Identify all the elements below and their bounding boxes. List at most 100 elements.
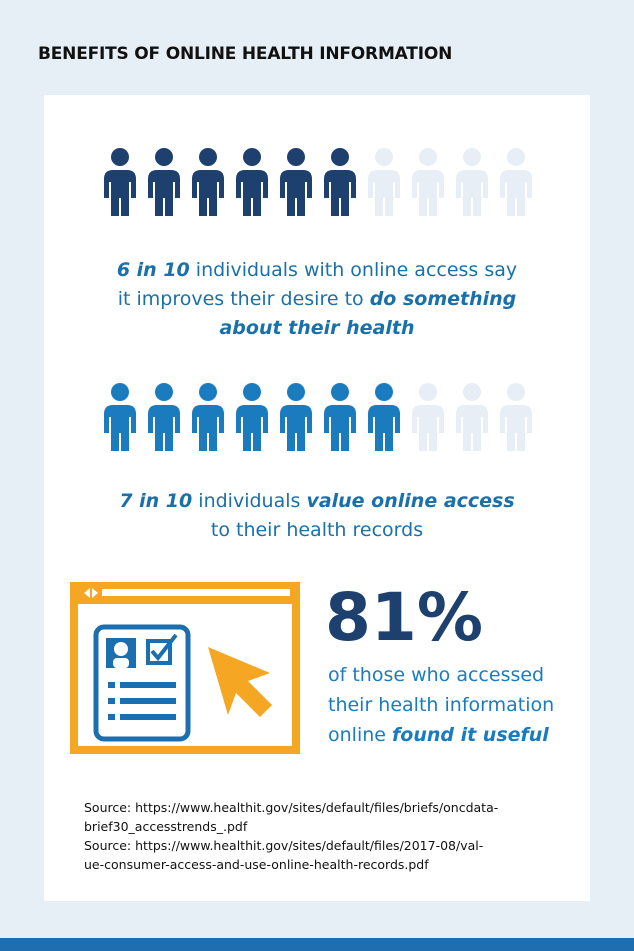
person-icon [280, 148, 312, 216]
highlight-text: of those who accessed their health inform… [328, 660, 554, 750]
person-icon [324, 383, 356, 451]
head [375, 383, 393, 401]
body [148, 405, 180, 451]
body [236, 405, 268, 451]
body [324, 170, 356, 216]
body [280, 170, 312, 216]
body [148, 170, 180, 216]
address-bar [102, 589, 290, 596]
stat-text: 6 in 10 individuals with online access s… [44, 256, 590, 343]
head [287, 383, 305, 401]
pictograph [104, 148, 532, 216]
emphasis: do something [369, 288, 517, 310]
person-icon [368, 383, 400, 451]
body [104, 405, 136, 451]
head [111, 148, 129, 166]
body [500, 405, 532, 451]
person-icon [412, 148, 444, 216]
emphasis: found it useful [392, 724, 549, 746]
person-icon [236, 148, 268, 216]
head [155, 148, 173, 166]
head [463, 383, 481, 401]
source-line: Source: https://www.healthit.gov/sites/d… [84, 838, 484, 853]
head [287, 148, 305, 166]
footer-bar [0, 938, 634, 951]
body [192, 405, 224, 451]
head [463, 148, 481, 166]
body [456, 405, 488, 451]
body [368, 170, 400, 216]
text-line: it improves their desire to do something [44, 285, 590, 314]
body [368, 405, 400, 451]
person-icon [192, 148, 224, 216]
text-line: their health information [328, 690, 554, 720]
source-line: brief30_accesstrends_.pdf [84, 819, 248, 834]
sources: Source: https://www.healthit.gov/sites/d… [84, 798, 498, 874]
head [111, 383, 129, 401]
head [155, 383, 173, 401]
text: of those who accessed [328, 664, 545, 686]
emphasis: about their health [219, 317, 415, 339]
body [324, 405, 356, 451]
source-line: Source: https://www.healthit.gov/sites/d… [84, 800, 499, 815]
text-line: online found it useful [328, 720, 554, 750]
person-icon [412, 383, 444, 451]
person-icon [148, 148, 180, 216]
text: individuals with online access say [189, 259, 518, 281]
person-icon [368, 148, 400, 216]
highlight-value: 81% [325, 579, 483, 656]
stat-text: 7 in 10 individuals value online access t… [44, 487, 590, 545]
person-icon [148, 383, 180, 451]
person-icon [456, 148, 488, 216]
text-line: 6 in 10 individuals with online access s… [44, 256, 590, 285]
check [150, 633, 178, 662]
body [412, 405, 444, 451]
source-line: ue-consumer-access-and-use-online-health… [84, 857, 429, 872]
photo-body [113, 658, 129, 668]
text: it improves their desire to [117, 288, 370, 310]
head [243, 383, 261, 401]
head [331, 148, 349, 166]
head [375, 148, 393, 166]
emphasis: value online access [306, 490, 515, 512]
title: BENEFITS OF ONLINE HEALTH INFORMATION [38, 44, 453, 64]
text: their health information [328, 694, 555, 716]
body [280, 405, 312, 451]
person-icon [500, 148, 532, 216]
body [500, 170, 532, 216]
text-line: 7 in 10 individuals value online access [44, 487, 590, 516]
text-line: about their health [44, 314, 590, 343]
nav-arrow [92, 588, 98, 598]
nav-arrow [84, 588, 90, 598]
text: online [328, 724, 392, 746]
person-icon [104, 148, 136, 216]
person-icon [280, 383, 312, 451]
person-icon [104, 383, 136, 451]
head [199, 383, 217, 401]
list [108, 682, 176, 720]
person-icon [236, 383, 268, 451]
head [507, 383, 525, 401]
person-icon [456, 383, 488, 451]
person-icon [500, 383, 532, 451]
text: to their health records [210, 519, 424, 541]
head [507, 148, 525, 166]
head [199, 148, 217, 166]
body [236, 170, 268, 216]
body [104, 170, 136, 216]
head [419, 148, 437, 166]
checkbox [146, 639, 172, 665]
cursor [208, 647, 272, 717]
person-icon [192, 383, 224, 451]
text-line: to their health records [44, 516, 590, 545]
pictograph [104, 383, 532, 451]
browser-icon [70, 582, 300, 754]
head [243, 148, 261, 166]
photo-head [114, 642, 128, 656]
body [192, 170, 224, 216]
text-line: of those who accessed [328, 660, 554, 690]
person-icon [324, 148, 356, 216]
emphasis: 6 in 10 [116, 259, 190, 281]
head [331, 383, 349, 401]
